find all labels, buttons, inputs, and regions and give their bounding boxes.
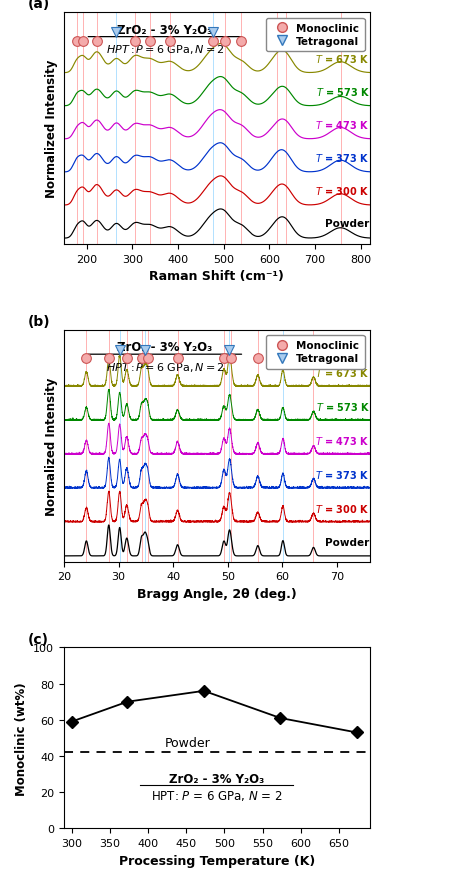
X-axis label: Processing Temperature (K): Processing Temperature (K) [118,853,315,867]
Text: Powder: Powder [326,219,370,229]
Text: (a): (a) [27,0,50,11]
Text: (c): (c) [27,632,48,646]
Y-axis label: Monoclinic (wt%): Monoclinic (wt%) [15,681,27,795]
Text: $T$ = 473 K: $T$ = 473 K [315,119,370,131]
Legend: Monoclinic, Tetragonal: Monoclinic, Tetragonal [266,19,365,52]
Text: ZrO₂ - 3% Y₂O₃: ZrO₂ - 3% Y₂O₃ [117,24,212,36]
Text: $T$ = 673 K: $T$ = 673 K [315,367,370,378]
Text: (b): (b) [27,315,50,328]
Text: $T$ = 373 K: $T$ = 373 K [315,152,370,164]
Text: Powder: Powder [326,537,370,547]
Text: $T$ = 473 K: $T$ = 473 K [315,434,370,447]
X-axis label: Bragg Angle, 2θ (deg.): Bragg Angle, 2θ (deg.) [137,587,297,600]
Text: Powder: Powder [165,736,210,749]
Legend: Monoclinic, Tetragonal: Monoclinic, Tetragonal [266,336,365,369]
Text: HPT: $P$ = 6 GPa, $N$ = 2: HPT: $P$ = 6 GPa, $N$ = 2 [151,788,283,802]
Text: $T$ = 573 K: $T$ = 573 K [316,86,370,97]
Y-axis label: Normalized Intensity: Normalized Intensity [46,60,58,198]
Text: $T$ = 573 K: $T$ = 573 K [316,400,370,413]
Text: $HPT: P = 6$ GPa$, N = 2$: $HPT: P = 6$ GPa$, N = 2$ [106,361,224,374]
Text: ZrO₂ - 3% Y₂O₃: ZrO₂ - 3% Y₂O₃ [117,341,212,354]
X-axis label: Raman Shift (cm⁻¹): Raman Shift (cm⁻¹) [149,270,284,283]
Text: $T$ = 300 K: $T$ = 300 K [315,185,370,197]
Text: $T$ = 300 K: $T$ = 300 K [315,502,370,514]
Text: ZrO₂ - 3% Y₂O₃: ZrO₂ - 3% Y₂O₃ [169,772,264,785]
Text: $T$ = 373 K: $T$ = 373 K [315,468,370,480]
Y-axis label: Normalized Intensity: Normalized Intensity [46,377,58,516]
Text: $T$ = 673 K: $T$ = 673 K [315,53,370,65]
Text: $HPT: P = 6$ GPa$, N = 2$: $HPT: P = 6$ GPa$, N = 2$ [106,43,224,57]
